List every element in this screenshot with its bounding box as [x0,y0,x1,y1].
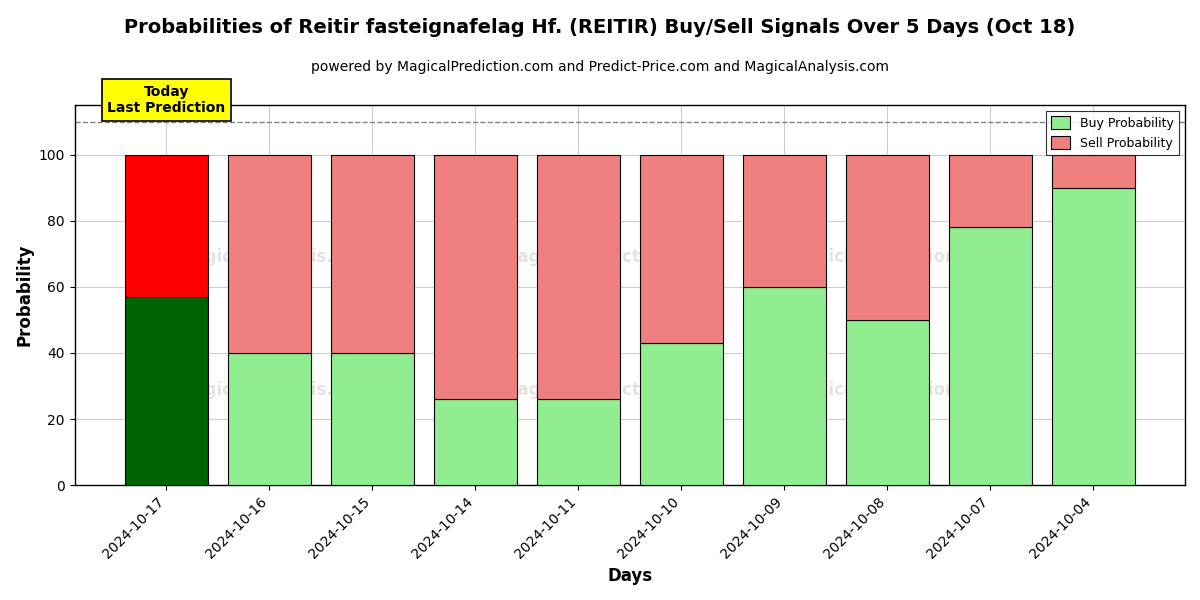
Bar [640,343,722,485]
Bar [228,353,311,485]
Text: MagicalPrediction.com: MagicalPrediction.com [790,381,1003,399]
Bar [538,399,619,485]
Bar [743,155,826,287]
Bar [331,155,414,353]
Bar [949,155,1032,227]
Text: Probabilities of Reitir fasteignafelag Hf. (REITIR) Buy/Sell Signals Over 5 Days: Probabilities of Reitir fasteignafelag H… [125,18,1075,37]
Text: powered by MagicalPrediction.com and Predict-Price.com and MagicalAnalysis.com: powered by MagicalPrediction.com and Pre… [311,60,889,74]
Bar [538,155,619,399]
Text: MagicalPrediction.com: MagicalPrediction.com [790,248,1003,266]
Bar [640,155,722,343]
X-axis label: Days: Days [607,567,653,585]
Legend: Buy Probability, Sell Probability: Buy Probability, Sell Probability [1046,112,1178,155]
Bar [434,155,516,399]
Bar [949,227,1032,485]
Text: MagicalAnalysis.com: MagicalAnalysis.com [178,381,372,399]
Text: MagicalPrediction.com: MagicalPrediction.com [502,248,714,266]
Bar [1052,155,1134,188]
Bar [743,287,826,485]
Bar [228,155,311,353]
Y-axis label: Probability: Probability [16,244,34,346]
Bar [434,399,516,485]
Bar [846,155,929,320]
Bar [125,297,208,485]
Bar [1052,188,1134,485]
Bar [846,320,929,485]
Text: MagicalPrediction.com: MagicalPrediction.com [502,381,714,399]
Bar [331,353,414,485]
Text: Today
Last Prediction: Today Last Prediction [107,85,226,115]
Bar [125,155,208,297]
Text: MagicalAnalysis.com: MagicalAnalysis.com [178,248,372,266]
